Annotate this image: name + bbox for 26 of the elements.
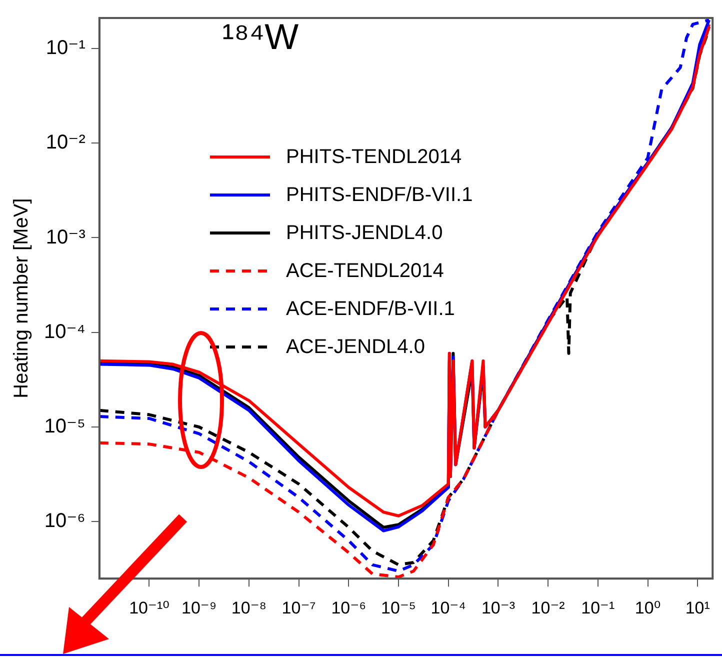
x-tick-label: 10⁻³ bbox=[481, 598, 516, 618]
legend-label: ACE-TENDL2014 bbox=[286, 260, 444, 282]
x-tick-label: 10⁻¹⁰ bbox=[129, 598, 170, 618]
x-tick-label: 10⁻⁴ bbox=[430, 598, 466, 618]
x-tick-label: 10⁻² bbox=[531, 598, 566, 618]
x-tick-label: 10⁰ bbox=[634, 598, 661, 618]
x-tick-label: 10⁻⁷ bbox=[282, 598, 316, 618]
x-tick-label: 10⁻¹ bbox=[581, 598, 616, 618]
y-tick-label: 10⁻⁴ bbox=[44, 320, 86, 343]
legend-label: ACE-ENDF/B-VII.1 bbox=[286, 298, 455, 320]
x-tick-label: 10¹ bbox=[685, 598, 710, 618]
legend-label: PHITS-JENDL4.0 bbox=[286, 222, 443, 244]
x-tick-label: 10⁻⁹ bbox=[182, 598, 217, 618]
legend-label: ACE-JENDL4.0 bbox=[286, 336, 425, 358]
y-tick-label: 10⁻⁵ bbox=[44, 416, 86, 438]
y-tick-label: 10⁻⁶ bbox=[44, 510, 86, 532]
legend-label: PHITS-ENDF/B-VII.1 bbox=[286, 184, 473, 206]
y-axis-title: Heating number [MeV] bbox=[10, 198, 33, 398]
x-tick-label: 10⁻⁵ bbox=[381, 598, 416, 618]
y-tick-label: 10⁻¹ bbox=[46, 37, 86, 60]
annotation: ¹⁸⁴W bbox=[222, 16, 299, 58]
y-tick-label: 10⁻³ bbox=[46, 226, 86, 248]
x-tick-label: 10⁻⁶ bbox=[331, 598, 366, 618]
x-tick-label: 10⁻⁸ bbox=[231, 598, 266, 618]
legend-label: PHITS-TENDL2014 bbox=[286, 146, 462, 168]
y-tick-label: 10⁻² bbox=[46, 132, 86, 154]
